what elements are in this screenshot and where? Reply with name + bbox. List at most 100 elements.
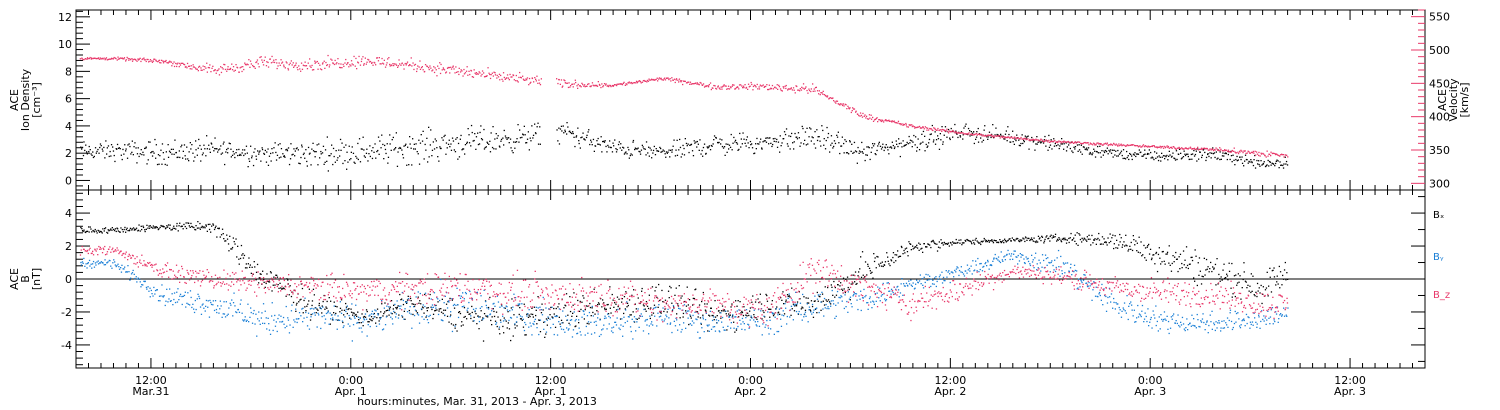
b-series-0-point [813,300,815,302]
velocity-series-point [262,64,265,66]
density-series-point [653,145,655,148]
velocity-series-point [721,86,724,88]
b-series-0-point [219,236,221,238]
density-series-point [431,155,433,157]
velocity-series-point [209,64,211,66]
density-series-point [1135,153,1138,155]
velocity-series-point [326,64,329,66]
b-series-0-point [129,229,131,231]
velocity-series-point [147,58,149,61]
velocity-series-point [106,59,108,61]
b-series-1-point [244,319,246,321]
velocity-series-point [146,58,148,61]
velocity-series-point [492,75,494,77]
velocity-series-point [758,86,760,88]
velocity-axis-tick-label: 450 [1429,77,1450,90]
density-series-point [1184,154,1187,157]
b-series-1-point [417,314,420,316]
b-series-1-point [654,315,656,317]
velocity-series-point [666,77,668,79]
density-series-point [845,152,848,154]
density-series-point [1013,143,1015,145]
b-series-0-point [83,229,85,231]
velocity-series-point [464,72,467,74]
b-series-0-point [246,267,248,269]
velocity-series-point [727,88,729,90]
velocity-series-point [916,126,918,129]
velocity-series-point [780,89,782,92]
b-series-0-point [751,301,753,303]
density-series-point [1086,147,1088,149]
b-series-0-point [702,291,704,294]
density-series-point [524,134,526,136]
velocity-series-point [846,108,848,110]
density-series-point [491,146,494,149]
b-series-1-point [166,288,168,290]
b-series-0-point [381,303,383,305]
b-series-0-point [1130,248,1132,250]
density-series-point [396,165,399,167]
density-series-point [350,151,352,153]
velocity-series-point [236,67,239,69]
b-series-1-point [320,327,322,330]
b-series-0-point [1140,241,1142,243]
b-series-1-point [378,323,381,325]
velocity-series-point [416,70,418,73]
density-series-point [1039,141,1041,143]
velocity-series-point [1010,136,1012,139]
density-series-point [148,141,150,143]
velocity-series-point [592,84,594,86]
b-series-0-point [603,302,605,304]
velocity-series-point [855,111,857,113]
b-series-0-point [300,283,302,285]
b-series-1-point [287,317,289,319]
b-series-0-point [1144,257,1146,259]
velocity-series-point [1128,144,1130,147]
b-series-1-point [439,299,441,302]
density-series-point [151,151,153,153]
b-series-1-point [424,292,427,294]
b-series-0-point [1284,261,1286,264]
b-series-0-point [418,302,420,304]
density-series-point [454,151,457,153]
velocity-series-point [160,59,163,61]
b-series-0-point [1087,238,1089,240]
velocity-series-point [800,89,803,91]
velocity-series-point [570,85,572,87]
density-series-point [723,146,726,148]
velocity-series-point [317,62,320,64]
velocity-series-point [818,90,820,92]
b-series-0-point [460,325,462,327]
density-series-point [1027,135,1029,137]
velocity-series-point [1048,139,1050,141]
b-series-0-point [226,234,228,236]
b-series-0-point [1096,238,1098,241]
b-series-0-point [906,251,909,253]
b-series-1-point [398,305,400,307]
velocity-series-point [584,86,586,88]
density-series-point [649,147,651,149]
velocity-series-point [907,126,909,128]
b-series-0-point [350,308,352,310]
density-series-point [796,138,799,140]
velocity-series-point [496,77,498,79]
b-series-1-point [654,307,656,309]
b-series-1-point [169,300,172,302]
velocity-series-point [173,61,175,63]
b-series-1-point [422,304,424,306]
b-series-0-point [719,312,721,314]
velocity-series-point [428,67,430,69]
density-series-point [306,165,308,167]
velocity-series-point [204,66,206,68]
b-series-0-point [805,297,807,299]
b-series-0-point [532,313,534,316]
velocity-series-point [799,88,801,90]
b-series-0-point [183,223,185,226]
velocity-series-point [368,59,370,61]
velocity-series-point [929,127,931,130]
velocity-series-point [1205,148,1207,150]
b-series-0-point [1276,275,1278,277]
b-series-0-point [1264,289,1267,291]
density-series-point [1171,155,1173,157]
density-series-point [160,149,162,151]
